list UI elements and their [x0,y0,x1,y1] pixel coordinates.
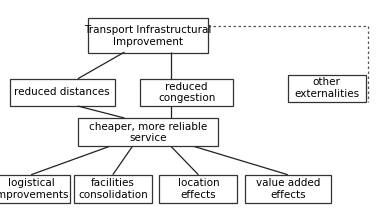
FancyBboxPatch shape [0,175,70,203]
Text: facilities
consolidation: facilities consolidation [78,178,148,200]
FancyBboxPatch shape [78,118,218,147]
FancyBboxPatch shape [288,75,366,102]
Text: location
effects: location effects [177,178,219,200]
Text: Transport Infrastructural
Improvement: Transport Infrastructural Improvement [84,25,212,46]
FancyBboxPatch shape [140,79,233,106]
FancyBboxPatch shape [245,175,331,203]
Text: value added
effects: value added effects [256,178,320,200]
Text: cheaper, more reliable
service: cheaper, more reliable service [89,122,207,143]
Text: other
externalities: other externalities [294,77,359,99]
FancyBboxPatch shape [88,18,208,53]
Text: reduced
congestion: reduced congestion [158,82,216,103]
FancyBboxPatch shape [159,175,237,203]
Text: reduced distances: reduced distances [14,87,110,97]
FancyBboxPatch shape [10,79,115,106]
Text: logistical
improvements: logistical improvements [0,178,69,200]
FancyBboxPatch shape [74,175,152,203]
